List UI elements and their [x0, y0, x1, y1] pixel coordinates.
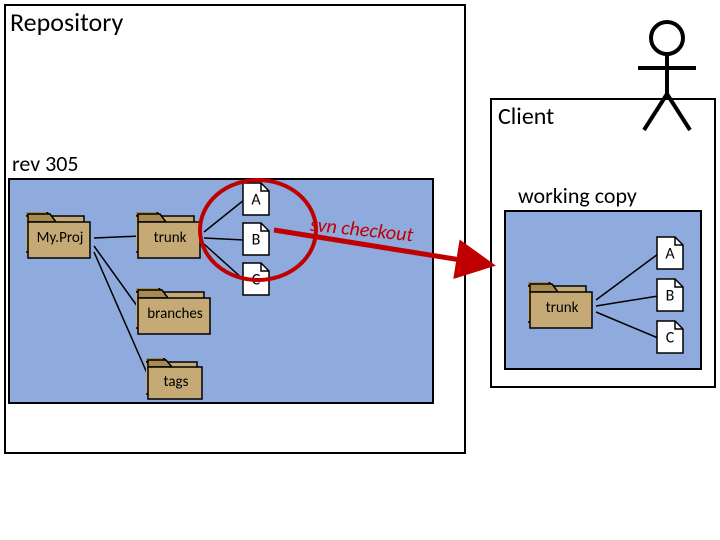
client-file-b: B — [656, 278, 684, 312]
client-folder-trunk: trunk — [528, 282, 596, 330]
client-file-c-label: C — [666, 328, 675, 347]
diagram-canvas: Repository Client rev 305 working copy — [0, 0, 720, 540]
client-file-a: A — [656, 236, 684, 270]
client-file-b-label: B — [666, 286, 675, 305]
client-file-a-label: A — [665, 244, 674, 263]
checkout-arrow-icon — [0, 0, 720, 420]
client-folder-trunk-label: trunk — [546, 299, 579, 317]
client-file-c: C — [656, 320, 684, 354]
